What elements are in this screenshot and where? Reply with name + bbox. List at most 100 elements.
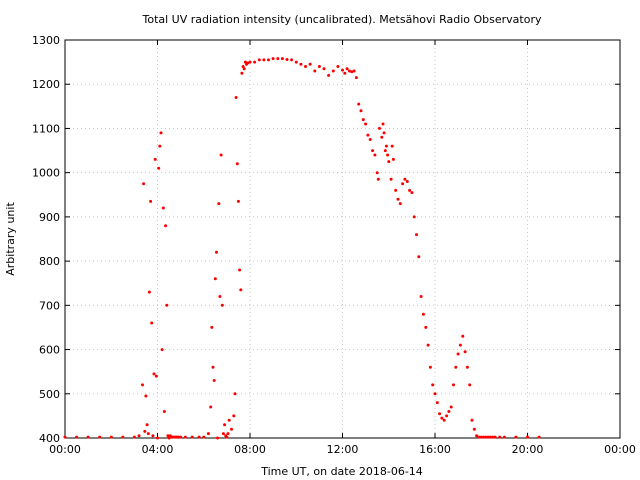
data-point bbox=[109, 435, 113, 439]
data-point bbox=[477, 435, 481, 439]
data-point bbox=[470, 418, 474, 422]
data-point bbox=[405, 180, 409, 183]
data-point bbox=[357, 102, 361, 106]
data-point bbox=[166, 434, 170, 438]
data-point bbox=[440, 416, 444, 420]
data-point bbox=[239, 288, 243, 292]
data-point bbox=[417, 255, 421, 259]
data-point bbox=[475, 434, 479, 438]
data-point bbox=[190, 435, 194, 439]
data-point bbox=[213, 277, 217, 281]
data-point bbox=[371, 149, 375, 153]
data-point bbox=[482, 435, 486, 439]
data-point bbox=[98, 435, 102, 439]
data-point bbox=[206, 432, 210, 436]
data-point bbox=[221, 432, 225, 436]
data-point bbox=[162, 410, 166, 413]
y-tick-label: 700 bbox=[39, 299, 60, 312]
data-point bbox=[398, 202, 402, 206]
data-point bbox=[294, 60, 298, 64]
data-point bbox=[176, 435, 180, 439]
data-point bbox=[143, 429, 147, 433]
x-tick-label: 20:00 bbox=[512, 443, 544, 456]
data-point bbox=[156, 436, 159, 440]
data-point bbox=[179, 435, 183, 439]
x-tick-label: 16:00 bbox=[419, 443, 451, 456]
data-point bbox=[146, 432, 150, 436]
data-point bbox=[145, 423, 149, 427]
data-point bbox=[408, 188, 412, 192]
data-point bbox=[253, 60, 257, 64]
data-point bbox=[350, 70, 354, 74]
data-point bbox=[217, 202, 221, 206]
axes: 00:00 04:00 08:00 12:00 16:00 20:00 00:0040050… bbox=[32, 34, 636, 456]
data-point bbox=[322, 67, 326, 71]
data-point bbox=[151, 434, 155, 438]
y-tick-label: 1100 bbox=[32, 122, 60, 135]
data-point bbox=[137, 434, 141, 438]
data-point bbox=[445, 414, 449, 418]
data-point bbox=[147, 290, 151, 294]
data-point bbox=[336, 65, 340, 68]
y-tick-label: 500 bbox=[39, 388, 60, 401]
data-point bbox=[463, 350, 467, 354]
data-point bbox=[246, 61, 250, 65]
data-point bbox=[341, 68, 344, 72]
data-point bbox=[384, 144, 388, 148]
data-point bbox=[394, 188, 398, 192]
data-points bbox=[63, 57, 541, 440]
x-axis-label: Time UT, on date 2018-06-14 bbox=[260, 465, 423, 478]
data-point bbox=[63, 435, 67, 439]
data-point bbox=[424, 325, 428, 329]
data-point bbox=[327, 73, 331, 77]
data-point bbox=[537, 435, 541, 439]
data-point bbox=[373, 153, 377, 157]
plot-frame bbox=[64, 39, 621, 439]
data-point bbox=[412, 215, 416, 219]
data-point bbox=[390, 144, 394, 148]
data-point bbox=[452, 383, 455, 387]
data-point bbox=[240, 71, 244, 75]
data-point bbox=[215, 250, 218, 254]
data-point bbox=[364, 122, 368, 126]
data-point bbox=[359, 109, 363, 113]
y-axis-label: Arbitrary unit bbox=[4, 202, 17, 276]
data-point bbox=[299, 62, 303, 66]
data-point bbox=[183, 435, 187, 439]
data-point bbox=[472, 427, 476, 431]
data-point bbox=[157, 166, 161, 170]
data-point bbox=[375, 171, 379, 175]
data-point bbox=[461, 334, 465, 338]
data-point bbox=[267, 58, 270, 62]
data-point bbox=[234, 96, 238, 99]
data-point bbox=[290, 58, 294, 62]
data-point bbox=[209, 405, 213, 409]
data-point bbox=[150, 321, 154, 325]
data-point bbox=[419, 295, 423, 298]
data-point bbox=[242, 67, 246, 71]
data-point bbox=[262, 58, 266, 62]
x-tick-label: 04:00 bbox=[142, 443, 174, 456]
y-tick-label: 1200 bbox=[32, 78, 60, 91]
data-point bbox=[426, 343, 430, 347]
data-point bbox=[449, 405, 453, 409]
data-point bbox=[160, 348, 164, 352]
data-point bbox=[410, 191, 414, 195]
data-point bbox=[121, 435, 125, 439]
data-point bbox=[164, 224, 168, 228]
data-point bbox=[317, 65, 321, 68]
data-point bbox=[368, 138, 372, 141]
data-point bbox=[366, 133, 370, 137]
data-point bbox=[238, 268, 242, 272]
data-point bbox=[280, 57, 284, 61]
data-point bbox=[233, 392, 237, 396]
data-point bbox=[197, 435, 201, 439]
data-point bbox=[465, 365, 469, 369]
data-point bbox=[354, 76, 358, 80]
y-tick-label: 1300 bbox=[32, 34, 60, 47]
data-point bbox=[489, 435, 492, 439]
data-point bbox=[479, 435, 483, 439]
data-point bbox=[376, 177, 380, 181]
data-point bbox=[498, 435, 502, 439]
